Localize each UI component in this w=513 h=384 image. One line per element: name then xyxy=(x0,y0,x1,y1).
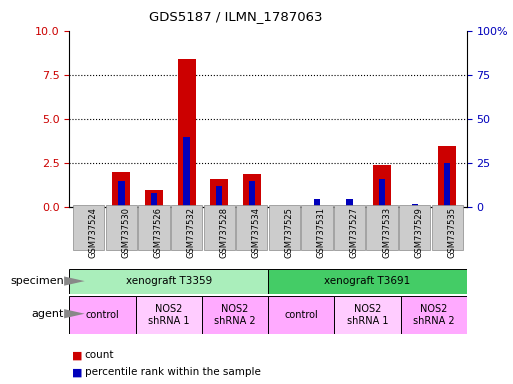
Text: GSM737525: GSM737525 xyxy=(284,207,293,258)
Text: xenograft T3359: xenograft T3359 xyxy=(126,276,212,286)
Text: ■: ■ xyxy=(72,367,82,377)
Bar xyxy=(379,179,385,207)
Bar xyxy=(106,205,137,250)
Bar xyxy=(334,296,401,334)
Bar xyxy=(268,296,334,334)
Bar xyxy=(269,205,300,250)
Text: GSM737524: GSM737524 xyxy=(89,207,98,258)
Bar xyxy=(346,199,352,207)
Bar xyxy=(366,205,398,250)
Bar xyxy=(401,296,467,334)
Bar xyxy=(431,205,463,250)
Bar xyxy=(399,205,430,250)
Bar xyxy=(69,269,268,294)
Text: count: count xyxy=(85,350,114,360)
Bar xyxy=(184,137,190,207)
Polygon shape xyxy=(64,276,85,286)
Bar xyxy=(334,205,365,250)
Bar xyxy=(301,205,332,250)
Text: GSM737535: GSM737535 xyxy=(447,207,456,258)
Text: GSM737529: GSM737529 xyxy=(415,207,424,258)
Bar xyxy=(119,181,125,207)
Text: GSM737534: GSM737534 xyxy=(252,207,261,258)
Polygon shape xyxy=(64,309,85,318)
Bar xyxy=(145,190,163,207)
Bar xyxy=(314,199,320,207)
Text: GSM737531: GSM737531 xyxy=(317,207,326,258)
Bar xyxy=(171,205,202,250)
Bar xyxy=(243,174,261,207)
Text: GSM737526: GSM737526 xyxy=(154,207,163,258)
Text: NOS2
shRNA 1: NOS2 shRNA 1 xyxy=(347,304,388,326)
Text: control: control xyxy=(86,310,119,320)
Bar xyxy=(411,204,418,207)
Text: GDS5187 / ILMN_1787063: GDS5187 / ILMN_1787063 xyxy=(149,10,323,23)
Bar xyxy=(151,193,157,207)
Bar xyxy=(69,296,135,334)
Text: percentile rank within the sample: percentile rank within the sample xyxy=(85,367,261,377)
Text: GSM737532: GSM737532 xyxy=(187,207,195,258)
Text: ■: ■ xyxy=(72,350,82,360)
Text: GSM737530: GSM737530 xyxy=(122,207,130,258)
Text: GSM737533: GSM737533 xyxy=(382,207,391,258)
Text: specimen: specimen xyxy=(10,276,64,286)
Bar xyxy=(139,205,170,250)
Bar xyxy=(204,205,235,250)
Bar xyxy=(202,296,268,334)
Text: GSM737528: GSM737528 xyxy=(219,207,228,258)
Bar xyxy=(210,179,228,207)
Text: agent: agent xyxy=(32,309,64,319)
Bar xyxy=(373,165,391,207)
Bar xyxy=(73,205,105,250)
Bar xyxy=(177,59,195,207)
Text: GSM737527: GSM737527 xyxy=(349,207,359,258)
Bar xyxy=(249,181,255,207)
Text: xenograft T3691: xenograft T3691 xyxy=(324,276,410,286)
Text: control: control xyxy=(284,310,318,320)
Text: NOS2
shRNA 1: NOS2 shRNA 1 xyxy=(148,304,189,326)
Bar xyxy=(444,163,450,207)
Bar xyxy=(112,172,130,207)
Bar xyxy=(236,205,267,250)
Bar xyxy=(438,146,456,207)
Text: NOS2
shRNA 2: NOS2 shRNA 2 xyxy=(214,304,255,326)
Bar xyxy=(135,296,202,334)
Text: NOS2
shRNA 2: NOS2 shRNA 2 xyxy=(413,304,455,326)
Bar xyxy=(216,186,222,207)
Bar xyxy=(268,269,467,294)
